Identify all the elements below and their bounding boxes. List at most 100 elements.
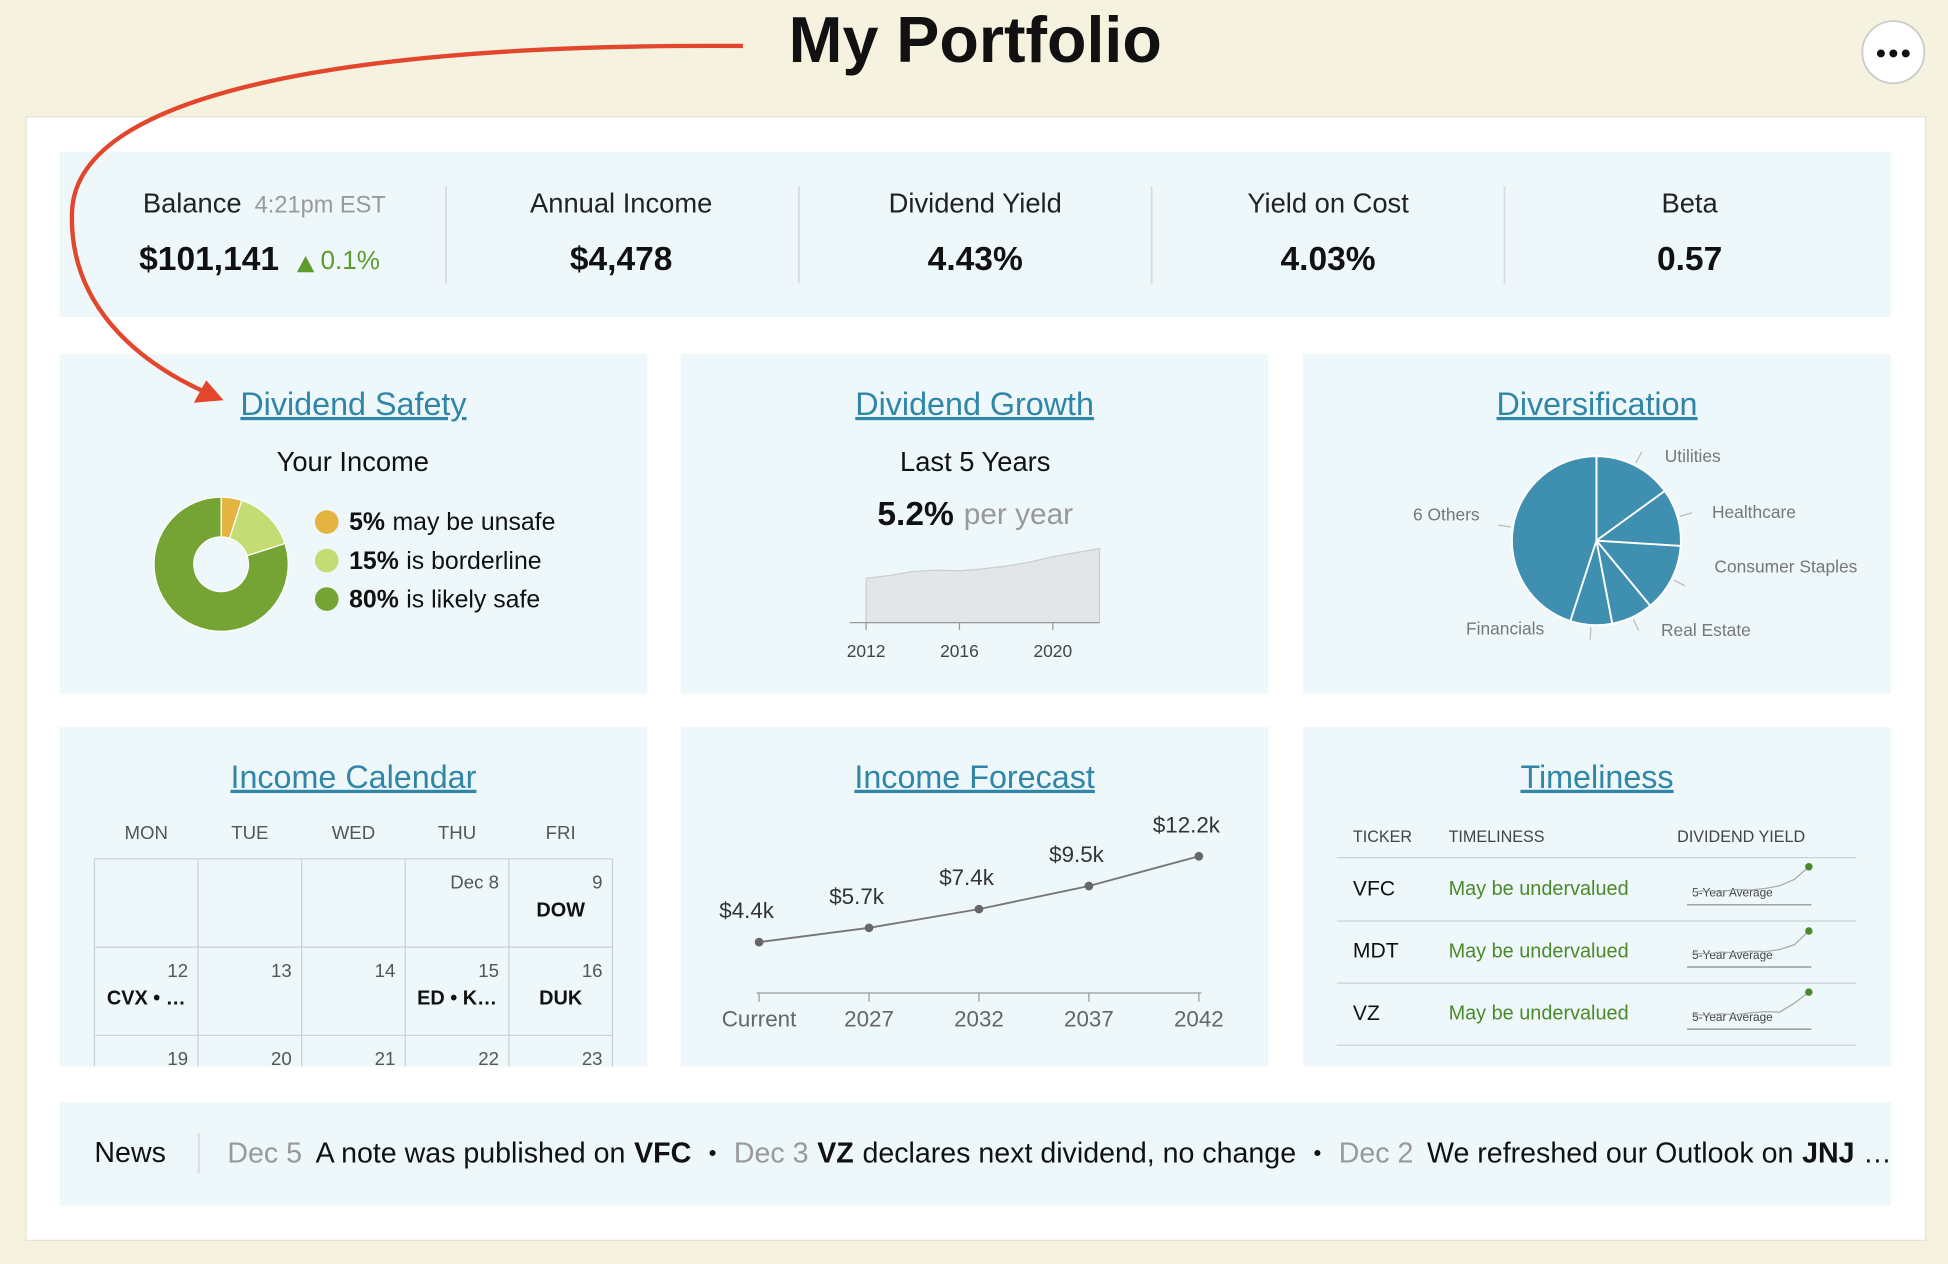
panel-title-link[interactable]: Timeliness (1520, 759, 1673, 795)
x-tick-label: 2032 (954, 1006, 1004, 1031)
calendar-event: DUK (539, 988, 583, 1010)
calendar-date: 12 (167, 960, 188, 981)
sparkline-end (1805, 863, 1813, 871)
timeliness-value: May be undervalued (1449, 940, 1629, 962)
column-header: TICKER (1353, 828, 1412, 846)
legend-swatch (314, 548, 339, 573)
average-label: 5-Year Average (1692, 886, 1773, 900)
calendar-date: Dec 8 (450, 872, 499, 893)
calendar-date: 22 (478, 1048, 499, 1069)
x-tick-label: 2037 (1064, 1006, 1114, 1031)
x-tick-label: 2027 (844, 1006, 894, 1031)
growth-rate-value: 5.2% (877, 496, 953, 533)
timeliness-value: May be undervalued (1449, 878, 1629, 900)
pie-slice (1594, 539, 1682, 608)
data-label: $4.4k (719, 898, 775, 923)
news-date: Dec 2 (1339, 1137, 1414, 1169)
weekday: WED (332, 822, 375, 843)
calendar-date: 15 (478, 960, 499, 981)
calendar-date: 23 (582, 1048, 603, 1069)
stat-time: 4:21pm EST (255, 193, 386, 219)
calendar-event: ED • K… (417, 988, 497, 1010)
x-tick-label: 2016 (940, 641, 979, 661)
leader-line (1679, 512, 1693, 517)
legend-description: may be unsafe (392, 509, 555, 536)
panel (59, 727, 648, 1067)
forecast-point (1084, 881, 1094, 891)
leader-line (1498, 524, 1511, 528)
sparkline-end (1805, 988, 1813, 996)
subtitle: Last 5 Years (900, 446, 1050, 477)
data-label: $12.2k (1153, 812, 1221, 837)
panel-title-link[interactable]: Dividend Safety (240, 386, 467, 422)
panel (680, 354, 1269, 694)
data-label: $9.5k (1049, 842, 1105, 867)
calendar-date: 16 (582, 960, 603, 981)
dot (1876, 49, 1885, 58)
news-ticker-symbol[interactable]: JNJ (1802, 1137, 1854, 1169)
news-date: Dec 3 (734, 1137, 809, 1169)
legend-description: is borderline (406, 547, 541, 574)
calendar-date: 13 (271, 960, 292, 981)
average-label: 5-Year Average (1692, 1010, 1773, 1024)
ticker: MDT (1353, 940, 1399, 963)
stat-value: 0.57 (1657, 241, 1722, 278)
leader-line (1673, 579, 1686, 587)
pie-label: Real Estate (1661, 620, 1751, 640)
pie-slice (1595, 455, 1667, 543)
subtitle: Your Income (277, 446, 429, 477)
news-text: declares next dividend, no change (862, 1137, 1296, 1169)
up-arrow (296, 256, 315, 273)
news-ticker-symbol[interactable]: VZ (817, 1137, 854, 1169)
news-date: Dec 5 (227, 1137, 302, 1169)
content: Balance 4:21pm EST $101,141 0.1% Annual Inco… (59, 186, 1892, 1169)
news-label: News (94, 1137, 165, 1169)
sparkline-end (1805, 927, 1813, 935)
annotation-arrow (69, 43, 743, 394)
x-tick-label: 2012 (847, 641, 886, 661)
panel-title-link[interactable]: Diversification (1497, 386, 1698, 422)
data-label: $5.7k (829, 884, 885, 909)
leader-line (1632, 619, 1640, 631)
stat-change: 0.1% (321, 245, 380, 275)
stat-label: Yield on Cost (1247, 187, 1409, 218)
stat-label: Balance (143, 187, 242, 218)
weekday: MON (125, 822, 168, 843)
forecast-point (754, 937, 764, 947)
forecast-point (974, 904, 984, 914)
pie-label: Healthcare (1712, 502, 1796, 522)
stats-panel (59, 151, 1891, 317)
dot (1889, 49, 1898, 58)
growth-rate: 5.2% per year (877, 496, 1073, 533)
panel-title-link[interactable]: Income Forecast (854, 759, 1094, 795)
news-ticker: Dec 5 A note was published on VFC • Dec 3 VZ d… (227, 1137, 1891, 1169)
calendar-date: 14 (375, 960, 396, 981)
forecast-point (864, 923, 874, 933)
pie-label: Financials (1466, 619, 1545, 639)
calendar-event: DOW (536, 899, 585, 921)
panel-title-link[interactable]: Income Calendar (230, 759, 476, 795)
weekday: TUE (231, 822, 268, 843)
x-tick-label: 2020 (1033, 641, 1072, 661)
legend-value: 15% (349, 547, 399, 574)
dot (1901, 49, 1910, 58)
more-button[interactable] (1861, 20, 1926, 85)
calendar-date: 19 (167, 1048, 188, 1069)
stat-value: $4,478 (570, 241, 673, 278)
news-text: A note was published on (316, 1137, 626, 1169)
x-tick-label: Current (722, 1006, 797, 1031)
pie-label: 6 Others (1413, 504, 1480, 524)
pie-slice (1511, 455, 1598, 623)
panel (680, 727, 1269, 1067)
legend-swatch (314, 510, 339, 534)
panel (59, 354, 648, 694)
calendar-event: CVX • … (107, 988, 186, 1010)
column-header: TIMELINESS (1449, 828, 1545, 846)
legend-swatch (314, 587, 339, 611)
news-ticker-symbol[interactable]: VFC (634, 1137, 691, 1169)
news-text: … (1863, 1137, 1892, 1169)
pie-label: Consumer Staples (1714, 557, 1857, 577)
page-title: My Portfolio (789, 4, 1162, 76)
panel-title-link[interactable]: Dividend Growth (855, 386, 1094, 422)
